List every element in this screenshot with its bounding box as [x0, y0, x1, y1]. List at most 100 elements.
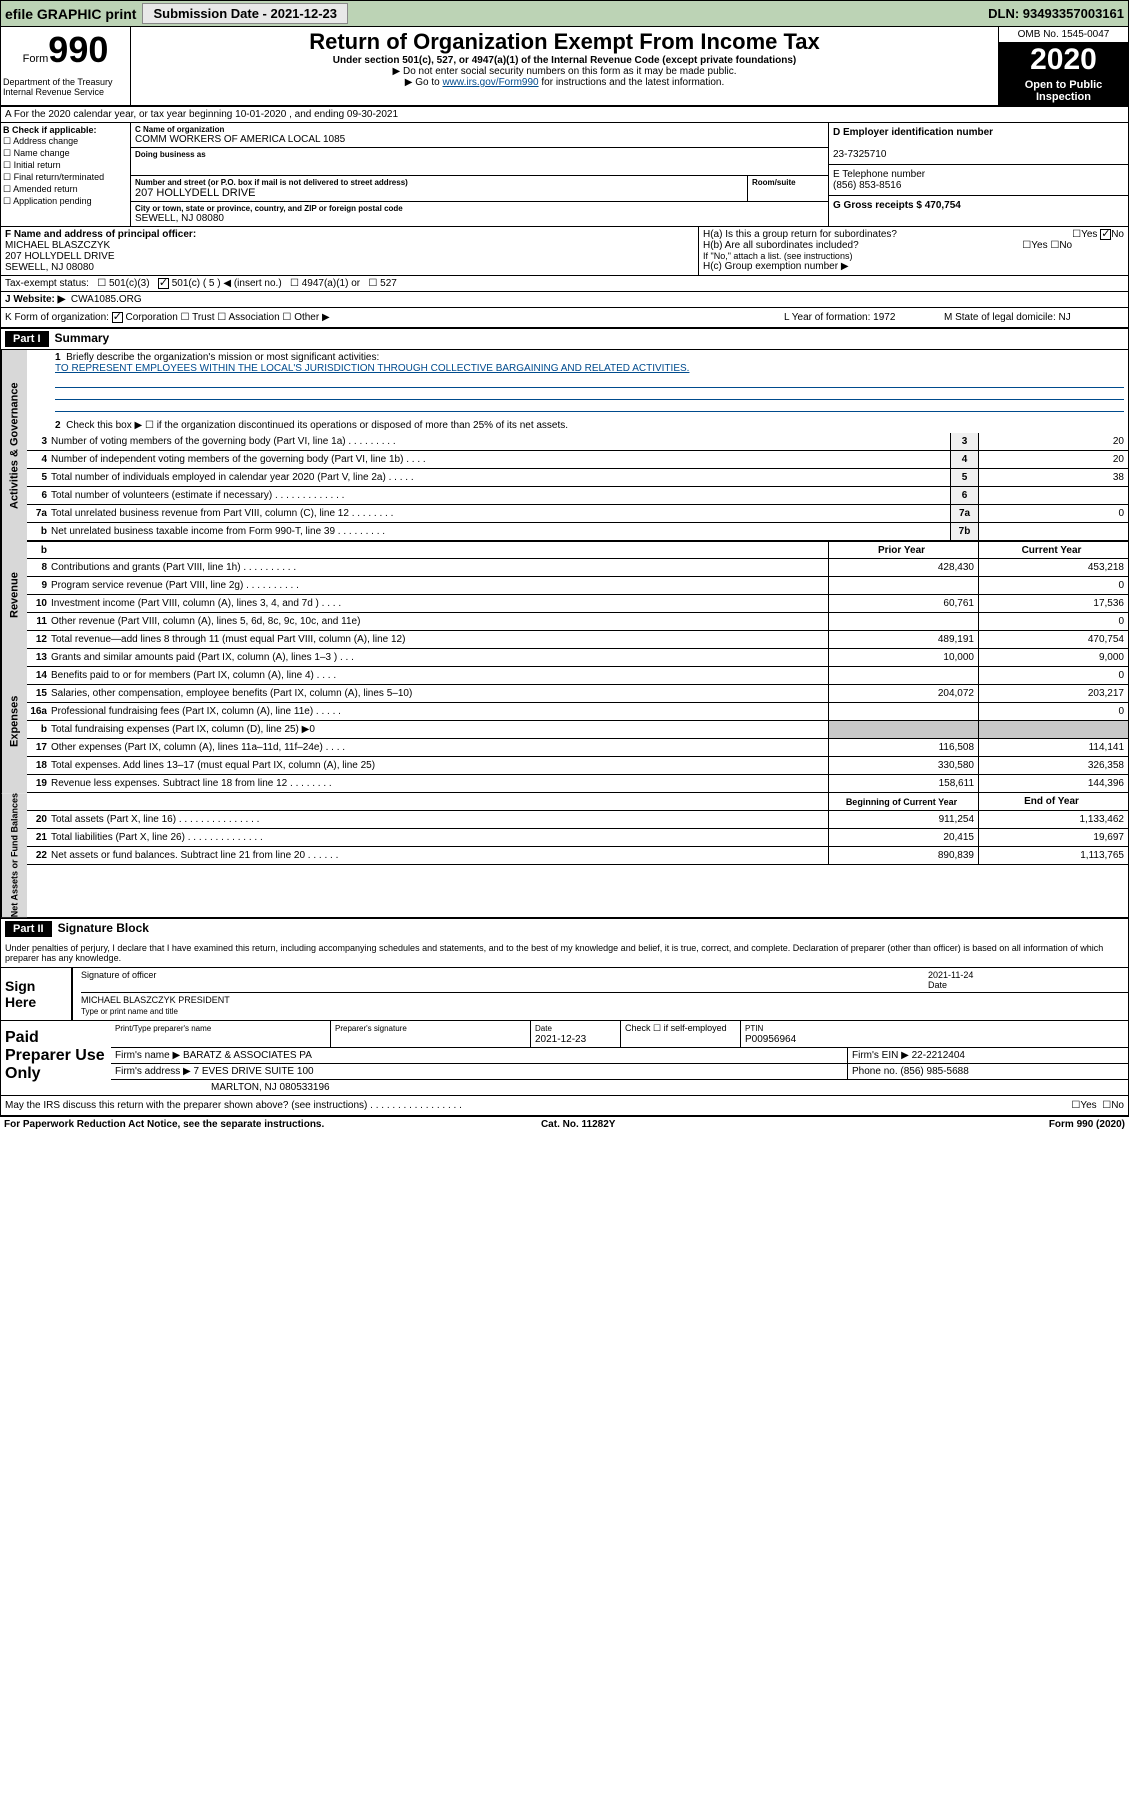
- governance-tab: Activities & Governance: [1, 350, 27, 541]
- form-990: Form990 Department of the Treasury Inter…: [0, 27, 1129, 1117]
- officer-name: MICHAEL BLASZCZYK: [5, 240, 110, 251]
- hb-label: H(b) Are all subordinates included?: [703, 240, 859, 251]
- expenses-tab: Expenses: [1, 649, 27, 793]
- room-label: Room/suite: [752, 178, 824, 187]
- line-20: 20Total assets (Part X, line 16) . . . .…: [27, 811, 1128, 829]
- dba-label: Doing business as: [135, 150, 824, 159]
- c-name-label: C Name of organization: [135, 125, 824, 134]
- cb-name-change[interactable]: ☐ Name change: [3, 148, 128, 159]
- hc-label: H(c) Group exemption number ▶: [703, 261, 1124, 272]
- line-15: 15Salaries, other compensation, employee…: [27, 685, 1128, 703]
- beg-year-hdr: Beginning of Current Year: [828, 793, 978, 810]
- sig-name-label: Type or print name and title: [81, 1007, 1128, 1016]
- note-link: ▶ Go to www.irs.gov/Form990 for instruct…: [133, 77, 996, 88]
- efile-label: efile GRAPHIC print: [5, 6, 136, 22]
- gross-receipts: G Gross receipts $ 470,754: [833, 200, 961, 211]
- declaration-text: Under penalties of perjury, I declare th…: [1, 939, 1128, 968]
- website-row: J Website: ▶ CWA1085.ORG: [1, 292, 1128, 308]
- irs-link[interactable]: www.irs.gov/Form990: [442, 77, 538, 88]
- row-k-l-m: K Form of organization: Corporation ☐ Tr…: [1, 308, 1128, 329]
- phone-value: (856) 853-8516: [833, 180, 901, 191]
- line-21: 21Total liabilities (Part X, line 26) . …: [27, 829, 1128, 847]
- officer-label: F Name and address of principal officer:: [5, 229, 196, 240]
- prep-date: 2021-12-23: [535, 1034, 586, 1045]
- tax-year: 2020: [999, 43, 1128, 77]
- cb-amended[interactable]: ☐ Amended return: [3, 184, 128, 195]
- firm-ein: 22-2212404: [912, 1050, 965, 1061]
- cb-final-return[interactable]: ☐ Final return/terminated: [3, 172, 128, 183]
- line-6: 6Total number of volunteers (estimate if…: [27, 487, 1128, 505]
- expenses-section: Expenses 13Grants and similar amounts pa…: [1, 649, 1128, 793]
- part-2-header: Part IISignature Block: [1, 919, 1128, 939]
- tax-exempt-row: Tax-exempt status: ☐ 501(c)(3) 501(c) ( …: [1, 276, 1128, 292]
- firm-phone: (856) 985-5688: [900, 1066, 968, 1077]
- website-value: CWA1085.ORG: [71, 294, 142, 305]
- net-assets-tab: Net Assets or Fund Balances: [1, 793, 27, 917]
- corp-check[interactable]: [112, 312, 123, 323]
- row-f-h: F Name and address of principal officer:…: [1, 227, 1128, 276]
- submission-date-button[interactable]: Submission Date - 2021-12-23: [142, 3, 348, 24]
- form-subtitle: Under section 501(c), 527, or 4947(a)(1)…: [133, 55, 996, 66]
- line-13: 13Grants and similar amounts paid (Part …: [27, 649, 1128, 667]
- firm-name: BARATZ & ASSOCIATES PA: [183, 1050, 312, 1061]
- self-employed: Check ☐ if self-employed: [621, 1021, 741, 1047]
- governance-section: Activities & Governance 1 Briefly descri…: [1, 350, 1128, 541]
- discuss-row: May the IRS discuss this return with the…: [1, 1096, 1128, 1116]
- paid-prep-label: Paid Preparer Use Only: [1, 1021, 111, 1095]
- open-inspection: Open to Public Inspection: [999, 77, 1128, 105]
- ptin-value: P00956964: [745, 1034, 796, 1045]
- city-state-zip: SEWELL, NJ 08080: [135, 213, 824, 224]
- line-b: bNet unrelated business taxable income f…: [27, 523, 1128, 541]
- line-11: 11Other revenue (Part VIII, column (A), …: [27, 613, 1128, 631]
- cb-initial-return[interactable]: ☐ Initial return: [3, 160, 128, 171]
- section-b-identity: B Check if applicable: ☐ Address change …: [1, 123, 1128, 227]
- officer-addr1: 207 HOLLYDELL DRIVE: [5, 251, 115, 262]
- paid-preparer-block: Paid Preparer Use Only Print/Type prepar…: [1, 1021, 1128, 1096]
- sig-officer-label: Signature of officer: [81, 970, 928, 990]
- check-applicable-label: B Check if applicable:: [3, 125, 97, 135]
- firm-addr2: MARLTON, NJ 080533196: [111, 1080, 1128, 1095]
- ein-label: D Employer identification number: [833, 127, 993, 138]
- hb-note: If "No," attach a list. (see instruction…: [703, 251, 1124, 261]
- form-header: Form990 Department of the Treasury Inter…: [1, 27, 1128, 107]
- line-3: 3Number of voting members of the governi…: [27, 433, 1128, 451]
- state-domicile: M State of legal domicile: NJ: [944, 312, 1124, 323]
- part-1-header: Part ISummary: [1, 329, 1128, 350]
- line-16a: 16aProfessional fundraising fees (Part I…: [27, 703, 1128, 721]
- cb-pending[interactable]: ☐ Application pending: [3, 196, 128, 207]
- signature-block: Sign Here Signature of officer2021-11-24…: [1, 968, 1128, 1021]
- 501c-check[interactable]: [158, 278, 169, 289]
- line-2: Check this box ▶ ☐ if the organization d…: [66, 420, 568, 431]
- line-5: 5Total number of individuals employed in…: [27, 469, 1128, 487]
- line-4: 4Number of independent voting members of…: [27, 451, 1128, 469]
- sign-here-label: Sign Here: [1, 968, 71, 1020]
- line-12: 12Total revenue—add lines 8 through 11 (…: [27, 631, 1128, 649]
- line-19: 19Revenue less expenses. Subtract line 1…: [27, 775, 1128, 793]
- line-10: 10Investment income (Part VIII, column (…: [27, 595, 1128, 613]
- year-formation: L Year of formation: 1972: [784, 312, 944, 323]
- ha-label: H(a) Is this a group return for subordin…: [703, 229, 897, 240]
- city-label: City or town, state or province, country…: [135, 204, 824, 213]
- current-year-hdr: Current Year: [978, 542, 1128, 558]
- ha-no-check[interactable]: [1100, 229, 1111, 240]
- sig-name: MICHAEL BLASZCZYK PRESIDENT: [81, 995, 230, 1005]
- form-version: Form 990 (2020): [1049, 1119, 1125, 1130]
- line-22: 22Net assets or fund balances. Subtract …: [27, 847, 1128, 865]
- form-label: Form: [23, 53, 49, 65]
- revenue-tab: Revenue: [1, 541, 27, 649]
- phone-label: E Telephone number: [833, 169, 925, 180]
- form-title: Return of Organization Exempt From Incom…: [133, 29, 996, 55]
- paperwork-notice: For Paperwork Reduction Act Notice, see …: [4, 1119, 324, 1130]
- cat-no: Cat. No. 11282Y: [541, 1119, 615, 1130]
- dln-label: DLN: 93493357003161: [988, 6, 1124, 21]
- ein-value: 23-7325710: [833, 149, 886, 160]
- cb-address-change[interactable]: ☐ Address change: [3, 136, 128, 147]
- line-18: 18Total expenses. Add lines 13–17 (must …: [27, 757, 1128, 775]
- line-17: 17Other expenses (Part IX, column (A), l…: [27, 739, 1128, 757]
- prior-year-hdr: Prior Year: [828, 542, 978, 558]
- row-a-tax-year: A For the 2020 calendar year, or tax yea…: [1, 107, 1128, 123]
- net-assets-section: Net Assets or Fund Balances Beginning of…: [1, 793, 1128, 919]
- line-1-label: Briefly describe the organization's miss…: [66, 352, 379, 363]
- mission-text: TO REPRESENT EMPLOYEES WITHIN THE LOCAL'…: [55, 363, 689, 374]
- sig-date: 2021-11-24: [928, 970, 973, 980]
